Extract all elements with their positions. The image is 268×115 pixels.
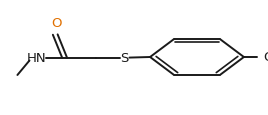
Text: S: S <box>120 52 129 65</box>
Text: Cl: Cl <box>263 51 268 64</box>
Text: HN: HN <box>26 52 46 65</box>
Text: O: O <box>51 17 62 30</box>
